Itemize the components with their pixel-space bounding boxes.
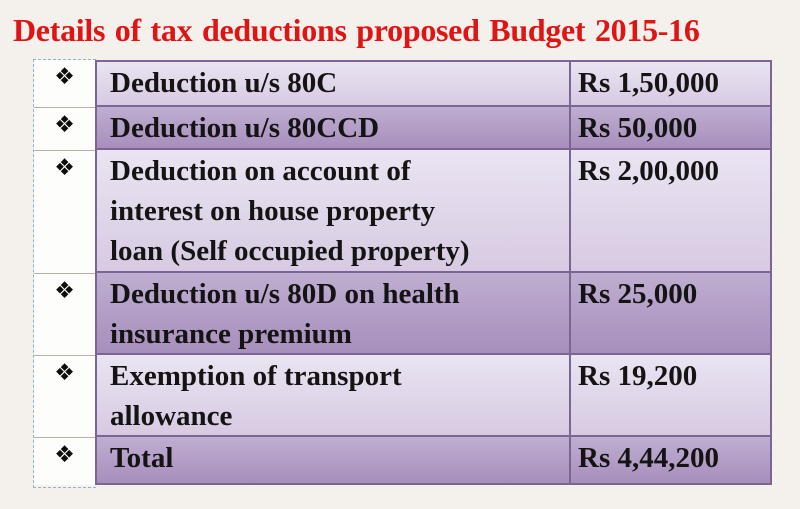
deduction-label: Deduction u/s 80D on health insurance pr… [95,273,569,355]
deduction-label: Exemption of transport allowance [95,355,569,437]
deduction-amount: Rs 2,00,000 [569,150,772,273]
deduction-amount: Rs 1,50,000 [569,60,772,107]
bullet-diamond-icon: ❖ [34,355,95,437]
page-title: Details of tax deductions proposed Budge… [13,12,700,48]
deduction-label: Total [95,437,569,485]
bullet-diamond-icon: ❖ [34,60,95,107]
bullet-diamond-icon: ❖ [34,150,95,273]
deduction-amount: Rs 50,000 [569,107,772,150]
bullet-diamond-icon: ❖ [34,273,95,355]
deduction-amount: Rs 19,200 [569,355,772,437]
bullet-diamond-icon: ❖ [34,437,95,485]
deductions-grid: ❖ Deduction u/s 80C Rs 1,50,000 ❖ Deduction … [34,60,772,485]
deduction-amount: Rs 4,44,200 [569,437,772,485]
deduction-label: Deduction u/s 80C [95,60,569,107]
deduction-label: Deduction on account of interest on hous… [95,150,569,273]
deduction-amount: Rs 25,000 [569,273,772,355]
deduction-label: Deduction u/s 80CCD [95,107,569,150]
bullet-diamond-icon: ❖ [34,107,95,150]
tax-deductions-table: ❖ Deduction u/s 80C Rs 1,50,000 ❖ Deduction … [33,59,772,488]
